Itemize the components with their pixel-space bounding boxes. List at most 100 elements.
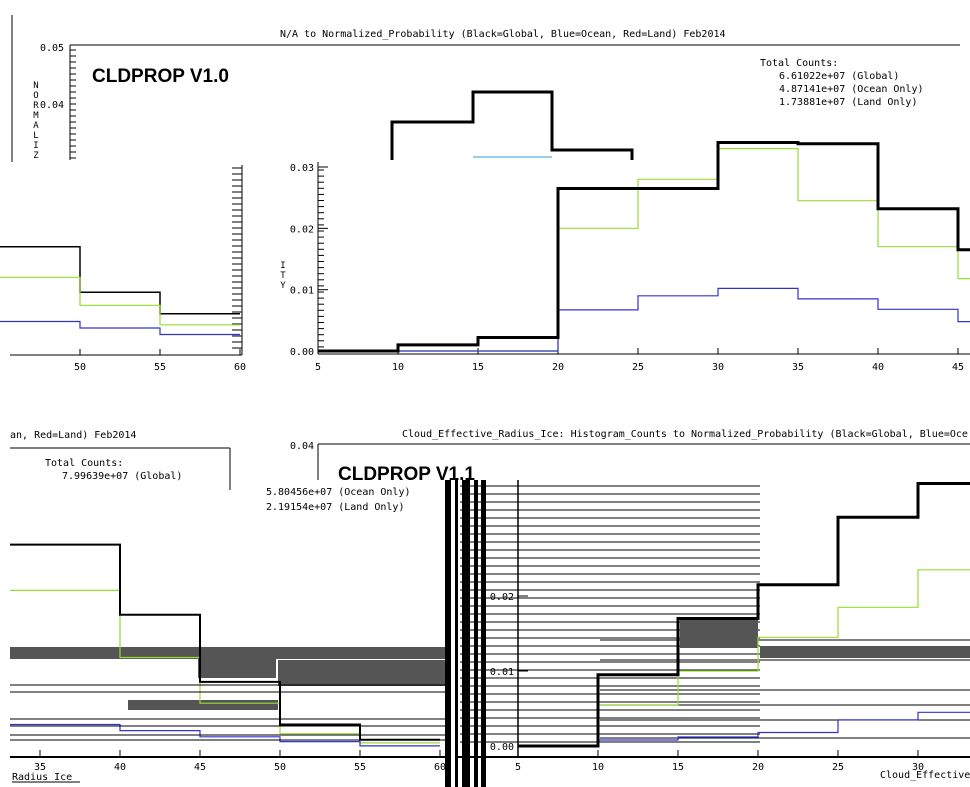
v10-y-minor-ticks: [70, 49, 76, 159]
left-bottom-series: [10, 543, 440, 747]
v11-xlabel: Cloud_Effective: [880, 770, 970, 781]
main-top-xtick-label: 45: [952, 362, 964, 373]
panel-v11: Cloud_Effective_Radius_Ice: Histogram_Co…: [266, 429, 970, 787]
main-top-xtick-label: 40: [872, 362, 884, 373]
left-top-series-global: [0, 246, 240, 315]
v11-chart-title: Cloud_Effective_Radius_Ice: Histogram_Co…: [402, 429, 968, 440]
v11-xtick-label: 10: [592, 762, 604, 773]
left-top-series-ocean: [0, 320, 240, 336]
v11-seam-bar: [481, 480, 486, 787]
left-bottom-xtick-label: 40: [114, 762, 126, 773]
v11-seam-bar: [474, 480, 478, 787]
v11-ytick-label: 0.01: [490, 667, 514, 678]
v11-ytick-label: 0.00: [490, 742, 514, 753]
main-top-ytick-label: 0.01: [290, 286, 314, 297]
left-bottom-count-global: 7.99639e+07 (Global): [62, 471, 182, 482]
main-top-series-land: [318, 148, 970, 352]
main-top-x-ticks: 5 10 15 20 25 30 35 40 45: [315, 348, 964, 373]
main-top-xtick-label: 30: [712, 362, 724, 373]
main-top-series: [318, 141, 970, 353]
v11-count-ocean: 5.80456e+07 (Ocean Only): [266, 487, 411, 498]
main-top-ylabel-letter: T: [280, 271, 286, 281]
left-bottom-xlabel: Radius_Ice: [12, 772, 72, 783]
v10-ylabel-letter: R: [33, 101, 39, 111]
left-top-xtick-label: 60: [234, 362, 246, 373]
main-top-ytick-label: 0.03: [290, 163, 314, 174]
main-top-xtick-label: 5: [315, 362, 321, 373]
main-top-y-ticks: 0.03 0.02 0.01 0.00: [290, 163, 328, 358]
v11-seam-bar: [445, 480, 451, 787]
main-top-ylabel-letter: Y: [280, 281, 286, 291]
v11-series: [518, 482, 970, 748]
left-bottom-xtick-label: 50: [274, 762, 286, 773]
v11-gray-block: [680, 620, 758, 648]
v10-badge: CLDPROP V1.0: [92, 66, 229, 87]
left-bottom-xtick-label: 35: [34, 762, 46, 773]
v10-ylabel-letter: A: [33, 121, 39, 131]
v11-seam-bar: [462, 480, 470, 787]
v10-global-top-fragment: [390, 90, 634, 160]
v11-gray-band: [760, 646, 970, 658]
v11-ytick-label: 0.02: [490, 592, 514, 603]
left-bottom-series-ocean: [10, 723, 440, 747]
panel-left-bottom: an, Red=Land) Feb2014 Total Counts: 7.99…: [10, 430, 446, 783]
main-top-xtick-label: 15: [472, 362, 484, 373]
left-bottom-title-fragment: an, Red=Land) Feb2014: [10, 430, 136, 441]
main-top-ylabel: ITY: [280, 261, 286, 291]
v11-gray-bands: [680, 620, 970, 658]
left-bottom-xtick-label: 45: [194, 762, 206, 773]
main-top-xtick-label: 25: [632, 362, 644, 373]
main-top-xtick-label: 20: [552, 362, 564, 373]
panel-v10-header: N/A to Normalized_Probability (Black=Glo…: [11, 15, 960, 162]
left-top-series-land: [0, 276, 240, 326]
v11-series-global: [518, 482, 970, 748]
main-top-ytick-label: 0.00: [290, 347, 314, 358]
panel-left-top: 50 55 60: [0, 165, 246, 373]
left-top-xtick-label: 50: [74, 362, 86, 373]
v10-ylabel-letter: N: [33, 81, 38, 91]
v10-count-ocean: 4.87141e+07 (Ocean Only): [779, 84, 924, 95]
left-top-y-minor-ticks: [232, 167, 242, 349]
main-top-xtick-label: 35: [792, 362, 804, 373]
v10-ylabel-letter: Z: [33, 151, 39, 161]
v11-badge: CLDPROP V1.1: [338, 464, 475, 485]
v10-ylabel-letter: L: [33, 131, 38, 141]
v10-ylabel-letter: M: [33, 111, 39, 121]
v10-count-global: 6.61022e+07 (Global): [779, 71, 899, 82]
left-bottom-gray-block: [278, 660, 445, 686]
v11-ytick-004: 0.04: [290, 441, 314, 452]
left-top-x-ticks: 50 55 60: [74, 349, 246, 373]
v10-counts-header: Total Counts:: [760, 58, 838, 69]
left-bottom-xtick-label: 55: [354, 762, 366, 773]
v11-xtick-label: 30: [912, 762, 924, 773]
main-top-xtick-label: 10: [392, 362, 404, 373]
left-bottom-gray-bands: [10, 647, 445, 710]
left-bottom-gray-band: [128, 700, 278, 710]
v10-chart-title: N/A to Normalized_Probability (Black=Glo…: [280, 29, 726, 40]
left-top-series: [0, 246, 240, 336]
left-bottom-gray-block: [198, 652, 276, 678]
main-top-ytick-label: 0.02: [290, 224, 314, 235]
left-top-xtick-label: 55: [154, 362, 166, 373]
v11-xtick-label: 20: [752, 762, 764, 773]
main-top-ylabel-letter: I: [280, 261, 285, 271]
v11-xtick-label: 15: [672, 762, 684, 773]
v10-ylabel-letter: I: [33, 141, 38, 151]
left-bottom-x-ticks: 35 40 45 50 55 60: [34, 750, 446, 773]
v11-seam-bar: [455, 480, 458, 787]
left-bottom-counts-header: Total Counts:: [45, 458, 123, 469]
v11-xtick-label: 25: [832, 762, 844, 773]
v10-ytick-005: 0.05: [40, 43, 64, 54]
v10-count-land: 1.73881e+07 (Land Only): [779, 97, 917, 108]
v10-ylabel-letter: O: [33, 91, 38, 101]
v11-count-land: 2.19154e+07 (Land Only): [266, 502, 404, 513]
panel-main-top: ITY 0.03 0.02 0.01 0.00 5 10 15 20 25 30 35 40 45: [280, 141, 970, 373]
left-bottom-xtick-label: 60: [434, 762, 446, 773]
left-bottom-series-global: [10, 543, 440, 741]
v11-scan-lines: [460, 485, 970, 743]
v11-x-ticks: 5 10 15 20 25 30: [515, 750, 924, 773]
v11-xtick-label: 5: [515, 762, 521, 773]
v11-series-ocean: [518, 711, 970, 747]
